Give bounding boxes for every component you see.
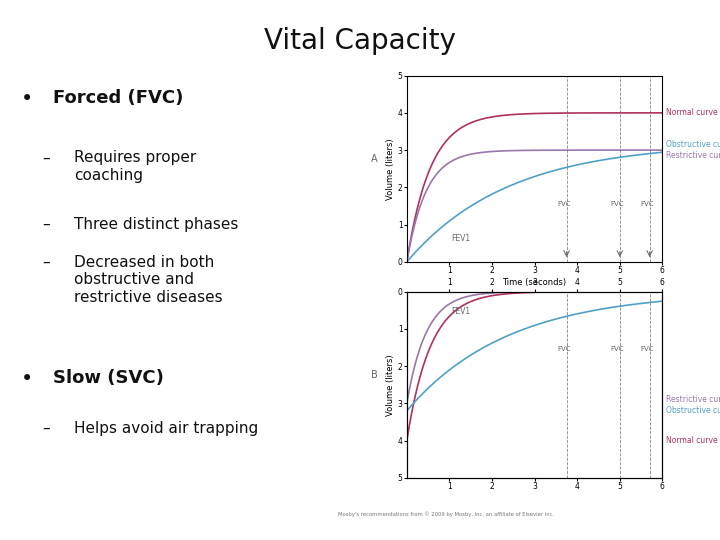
Text: FVC: FVC <box>611 201 624 207</box>
Text: –: – <box>42 421 50 436</box>
Text: Normal curve: Normal curve <box>666 436 717 445</box>
Text: •: • <box>22 369 34 389</box>
Text: –: – <box>42 217 50 232</box>
Text: FEV1: FEV1 <box>451 234 471 244</box>
Text: Vital Capacity: Vital Capacity <box>264 27 456 55</box>
Text: Restrictive curve: Restrictive curve <box>666 151 720 160</box>
Y-axis label: Volume (liters): Volume (liters) <box>386 138 395 200</box>
Text: Decreased in both
obstructive and
restrictive diseases: Decreased in both obstructive and restri… <box>74 255 223 305</box>
Text: Obstructive curve: Obstructive curve <box>666 406 720 415</box>
Text: Three distinct phases: Three distinct phases <box>74 217 238 232</box>
Text: A: A <box>371 154 377 164</box>
X-axis label: Time (seconds): Time (seconds) <box>503 278 567 287</box>
Text: B: B <box>371 370 377 380</box>
Text: FVC: FVC <box>557 346 571 352</box>
Text: Helps avoid air trapping: Helps avoid air trapping <box>74 421 258 436</box>
Y-axis label: Volume (liters): Volume (liters) <box>386 354 395 416</box>
Text: FVC: FVC <box>640 346 654 352</box>
Text: Slow (SVC): Slow (SVC) <box>53 369 164 387</box>
Text: Obstructive curve: Obstructive curve <box>666 140 720 149</box>
Text: Restrictive curve: Restrictive curve <box>666 395 720 404</box>
Text: FVC: FVC <box>640 201 654 207</box>
Text: Requires proper
coaching: Requires proper coaching <box>74 150 197 183</box>
Text: Mosby's recommendations from © 2009 by Mosby, Inc. an affiliate of Elsevier Inc.: Mosby's recommendations from © 2009 by M… <box>338 511 554 517</box>
Text: •: • <box>22 89 34 109</box>
Text: –: – <box>42 150 50 165</box>
Text: FVC: FVC <box>611 346 624 352</box>
Text: Forced (FVC): Forced (FVC) <box>53 89 184 106</box>
Text: –: – <box>42 255 50 270</box>
Text: FEV1: FEV1 <box>451 307 471 316</box>
Text: FVC: FVC <box>557 201 571 207</box>
Text: Normal curve: Normal curve <box>666 109 717 117</box>
